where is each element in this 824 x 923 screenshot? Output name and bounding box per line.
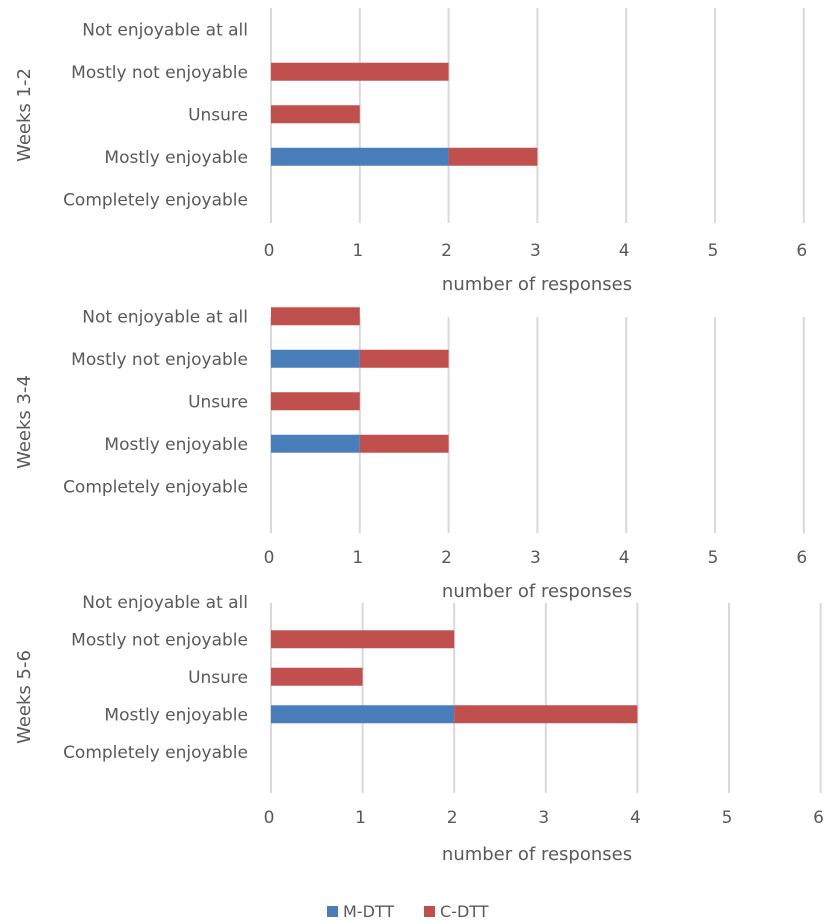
- x-tick-label: 2: [441, 241, 452, 261]
- x-tick-label: 0: [264, 548, 275, 568]
- x-tick-label: 1: [352, 548, 363, 568]
- panel-label: Weeks 3-4: [14, 375, 35, 469]
- x-tick-label: 6: [796, 548, 807, 568]
- panel-label: Weeks 5-6: [14, 650, 35, 744]
- category-label: Mostly enjoyable: [104, 148, 248, 168]
- x-tick-label: 5: [708, 548, 719, 568]
- x-tick-label: 4: [619, 548, 630, 568]
- bar-c-dtt: [271, 62, 449, 81]
- legend-entry: C-DTT: [440, 902, 489, 921]
- bar-m-dtt: [271, 147, 449, 166]
- x-tick-label: 2: [447, 808, 458, 828]
- x-tick-label: 3: [530, 548, 541, 568]
- x-axis-label: number of responses: [442, 274, 632, 295]
- category-label: Completely enjoyable: [63, 477, 248, 497]
- category-label: Unsure: [188, 392, 248, 412]
- x-tick-label: 6: [796, 241, 807, 261]
- category-label: Unsure: [188, 668, 248, 688]
- category-label: Unsure: [188, 105, 248, 125]
- legend-swatch: [327, 906, 338, 917]
- bar-c-dtt: [271, 307, 360, 326]
- panel-weeks-2: Not enjoyable at all Mostly not enjoyable…: [14, 307, 807, 602]
- bar-c-dtt: [271, 630, 455, 649]
- panel-weeks-3: Not enjoyable at all Mostly not enjoyable…: [14, 593, 824, 865]
- bar-c-dtt: [271, 105, 360, 124]
- x-tick-label: 6: [813, 808, 824, 828]
- category-label: Mostly not enjoyable: [71, 630, 248, 650]
- category-label: Completely enjoyable: [63, 743, 248, 763]
- bar-m-dtt: [271, 705, 455, 724]
- x-tick-label: 4: [619, 241, 630, 261]
- category-label: Completely enjoyable: [63, 190, 248, 210]
- x-axis-label: number of responses: [442, 581, 632, 602]
- legend: M-DTT C-DTT: [327, 902, 489, 921]
- x-tick-label: 3: [530, 241, 541, 261]
- x-tick-label: 5: [722, 808, 733, 828]
- bar-c-dtt: [359, 349, 449, 368]
- category-label: Mostly enjoyable: [104, 435, 248, 455]
- category-label: Not enjoyable at all: [82, 593, 248, 613]
- x-axis-label: number of responses: [442, 844, 632, 865]
- x-tick-label: 1: [355, 808, 366, 828]
- x-tick-label: 5: [708, 241, 719, 261]
- bar-c-dtt: [359, 434, 449, 453]
- category-label: Mostly enjoyable: [104, 705, 248, 725]
- category-label: Mostly not enjoyable: [71, 63, 248, 83]
- bar-c-dtt: [454, 705, 638, 724]
- panel-label: Weeks 1-2: [14, 68, 35, 162]
- legend-entry: M-DTT: [343, 902, 394, 921]
- category-label: Not enjoyable at all: [82, 20, 248, 40]
- bar-m-dtt: [271, 349, 360, 368]
- x-tick-label: 0: [264, 241, 275, 261]
- x-tick-label: 2: [441, 548, 452, 568]
- x-tick-label: 3: [538, 808, 549, 828]
- bar-c-dtt: [448, 147, 538, 166]
- legend-swatch: [424, 906, 435, 917]
- category-label: Not enjoyable at all: [82, 307, 248, 327]
- category-label: Mostly not enjoyable: [71, 350, 248, 370]
- panel-weeks-1: Not enjoyable at all Mostly not enjoyable…: [14, 8, 807, 295]
- bar-m-dtt: [271, 434, 360, 453]
- bar-c-dtt: [271, 392, 360, 411]
- bar-c-dtt: [271, 667, 363, 686]
- x-tick-label: 0: [264, 808, 275, 828]
- x-tick-label: 4: [630, 808, 641, 828]
- x-tick-label: 1: [352, 241, 363, 261]
